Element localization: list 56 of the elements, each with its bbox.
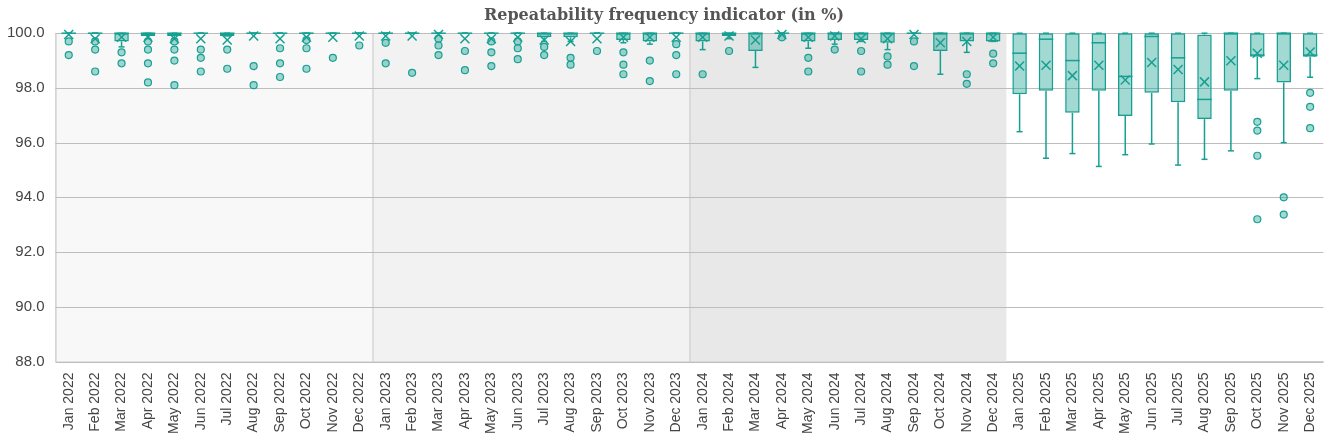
x-tick-label: Oct 2023 bbox=[614, 372, 631, 430]
x-tick-label: Feb 2022 bbox=[86, 372, 103, 432]
x-tick-label: Nov 2023 bbox=[640, 372, 657, 433]
x-tick-label: Jan 2025 bbox=[1010, 372, 1027, 431]
x-tick-label: Jun 2023 bbox=[508, 372, 525, 431]
x-tick-label: Jan 2024 bbox=[693, 372, 710, 431]
x-tick-label: May 2022 bbox=[165, 372, 182, 434]
y-tick-label: 88.0 bbox=[15, 351, 45, 369]
y-tick-label: 94.0 bbox=[15, 187, 45, 205]
y-tick-label: 90.0 bbox=[15, 296, 45, 314]
x-tick-label: Jun 2024 bbox=[825, 372, 842, 431]
x-tick-label: Feb 2023 bbox=[402, 372, 419, 432]
x-tick-label: Sep 2022 bbox=[270, 372, 287, 433]
x-tick-label: Apr 2022 bbox=[138, 372, 155, 430]
x-tick-label: Sep 2023 bbox=[587, 372, 604, 433]
x-tick-label: May 2023 bbox=[482, 372, 499, 434]
x-tick-label: Sep 2025 bbox=[1221, 372, 1238, 433]
chart-title: Repeatability frequency indicator (in %) bbox=[483, 4, 845, 24]
x-tick-label: Jun 2022 bbox=[191, 372, 208, 431]
x-tick-label: Mar 2022 bbox=[112, 372, 129, 432]
x-tick-label: Mar 2024 bbox=[746, 372, 763, 432]
y-tick-label: 100.0 bbox=[6, 23, 45, 41]
x-tick-label: Dec 2023 bbox=[667, 372, 684, 433]
x-tick-label: Apr 2024 bbox=[772, 372, 789, 430]
x-tick-label: Oct 2022 bbox=[297, 372, 314, 430]
x-tick-label: Jun 2025 bbox=[1142, 372, 1159, 431]
x-tick-label: Dec 2024 bbox=[984, 372, 1001, 433]
x-tick-label: Jul 2025 bbox=[1168, 372, 1185, 426]
x-tick-label: Apr 2023 bbox=[455, 372, 472, 430]
x-tick-label: Feb 2025 bbox=[1036, 372, 1053, 432]
y-tick-label: 92.0 bbox=[15, 242, 45, 260]
x-tick-label: Jul 2023 bbox=[535, 372, 552, 426]
x-tick-label: Nov 2022 bbox=[323, 372, 340, 433]
x-tick-label: Nov 2025 bbox=[1274, 372, 1291, 433]
x-tick-label: May 2024 bbox=[799, 372, 816, 434]
x-tick-label: Mar 2025 bbox=[1063, 372, 1080, 432]
x-tick-label: Aug 2023 bbox=[561, 372, 578, 433]
x-tick-label: Nov 2024 bbox=[957, 372, 974, 433]
y-tick-label: 96.0 bbox=[15, 132, 45, 150]
x-tick-label: Jul 2024 bbox=[851, 372, 868, 426]
x-tick-label: Jan 2023 bbox=[376, 372, 393, 431]
x-tick-label: Apr 2025 bbox=[1089, 372, 1106, 430]
x-tick-label: Aug 2024 bbox=[878, 372, 895, 433]
x-tick-label: Aug 2025 bbox=[1195, 372, 1212, 433]
x-tick-label: Dec 2022 bbox=[350, 372, 367, 433]
x-tick-label: Jan 2022 bbox=[59, 372, 76, 431]
x-tick-label: Jul 2022 bbox=[218, 372, 235, 426]
x-tick-label: Dec 2025 bbox=[1301, 372, 1317, 433]
x-tick-label: May 2025 bbox=[1116, 372, 1133, 434]
x-tick-label: Oct 2024 bbox=[931, 372, 948, 430]
x-tick-label: Aug 2022 bbox=[244, 372, 261, 433]
x-tick-label: Mar 2023 bbox=[429, 372, 446, 432]
x-tick-label: Sep 2024 bbox=[904, 372, 921, 433]
y-tick-label: 98.0 bbox=[15, 78, 45, 96]
x-tick-label: Oct 2025 bbox=[1248, 372, 1265, 430]
x-tick-label: Feb 2024 bbox=[719, 372, 736, 432]
